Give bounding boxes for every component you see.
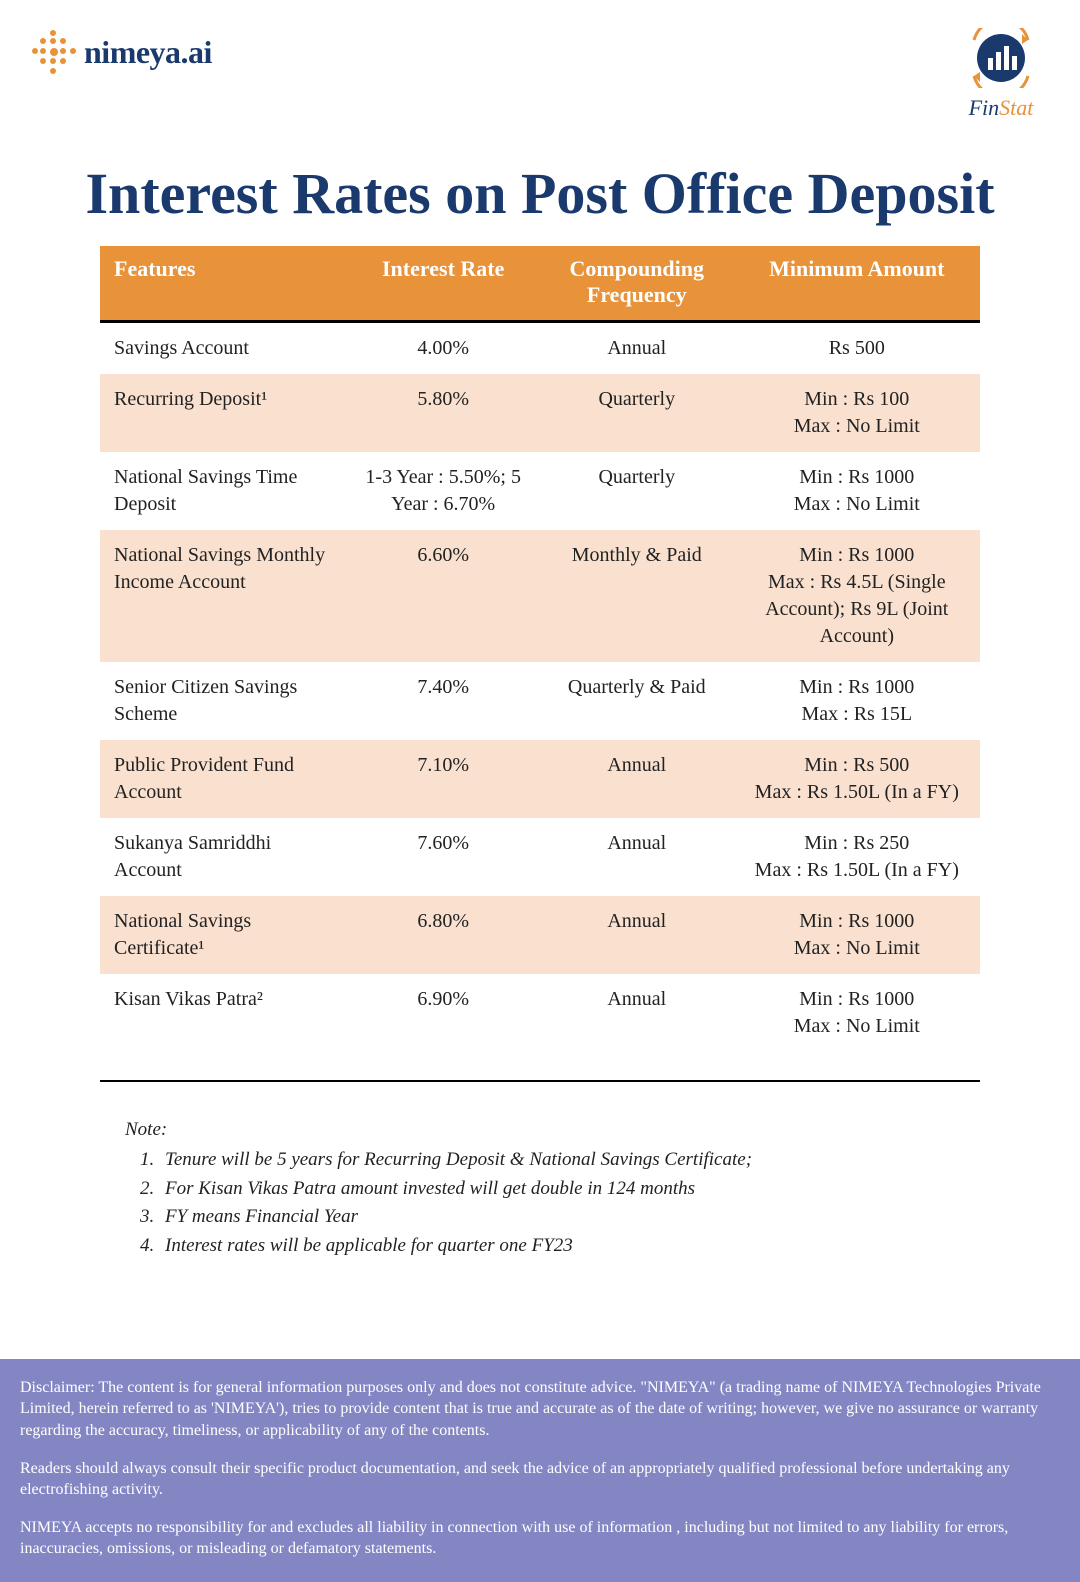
- disclaimer-p1: Disclaimer: The content is for general i…: [20, 1377, 1060, 1442]
- cell-amount: Min : Rs 100 Max : No Limit: [734, 374, 980, 452]
- cell-amount: Min : Rs 1000 Max : Rs 4.5L (Single Acco…: [734, 530, 980, 662]
- cell-feature: Kisan Vikas Patra²: [100, 974, 346, 1052]
- table-row: National Savings Certificate¹6.80%Annual…: [100, 896, 980, 974]
- cell-amount: Min : Rs 1000 Max : Rs 15L: [734, 662, 980, 740]
- note-item: Interest rates will be applicable for qu…: [159, 1232, 955, 1261]
- cell-rate: 4.00%: [346, 321, 540, 374]
- cell-feature: Public Provident Fund Account: [100, 740, 346, 818]
- brand-name: nimeya: [84, 34, 181, 70]
- cell-feature: Sukanya Samriddhi Account: [100, 818, 346, 896]
- rates-table: Features Interest Rate Compounding Frequ…: [100, 246, 980, 1052]
- cell-rate: 1-3 Year : 5.50%; 5 Year : 6.70%: [346, 452, 540, 530]
- cell-amount: Min : Rs 1000 Max : No Limit: [734, 452, 980, 530]
- cell-rate: 7.10%: [346, 740, 540, 818]
- rates-table-wrap: Features Interest Rate Compounding Frequ…: [100, 246, 980, 1052]
- col-rate: Interest Rate: [346, 246, 540, 322]
- brand-suffix: .ai: [181, 34, 212, 70]
- cell-amount: Min : Rs 1000 Max : No Limit: [734, 974, 980, 1052]
- finstat-icon: [962, 28, 1040, 88]
- notes-heading: Note:: [125, 1116, 955, 1145]
- table-row: Savings Account4.00%AnnualRs 500: [100, 321, 980, 374]
- disclaimer-p2: Readers should always consult their spec…: [20, 1458, 1060, 1501]
- dots-icon: [30, 28, 78, 76]
- disclaimer-p3: NIMEYA accepts no responsibility for and…: [20, 1517, 1060, 1560]
- cell-rate: 7.40%: [346, 662, 540, 740]
- cell-feature: National Savings Certificate¹: [100, 896, 346, 974]
- page-title: Interest Rates on Post Office Deposit: [40, 161, 1040, 228]
- table-header-row: Features Interest Rate Compounding Frequ…: [100, 246, 980, 322]
- cell-amount: Min : Rs 250 Max : Rs 1.50L (In a FY): [734, 818, 980, 896]
- cell-rate: 6.60%: [346, 530, 540, 662]
- finstat-fin: Fin: [969, 95, 1000, 120]
- cell-rate: 6.80%: [346, 896, 540, 974]
- table-row: Senior Citizen Savings Scheme7.40%Quarte…: [100, 662, 980, 740]
- disclaimer: Disclaimer: The content is for general i…: [0, 1359, 1080, 1582]
- note-item: FY means Financial Year: [159, 1203, 955, 1232]
- cell-freq: Annual: [540, 818, 734, 896]
- cell-rate: 7.60%: [346, 818, 540, 896]
- table-row: National Savings Time Deposit1-3 Year : …: [100, 452, 980, 530]
- cell-amount: Min : Rs 500 Max : Rs 1.50L (In a FY): [734, 740, 980, 818]
- logo-text: nimeya.ai: [84, 34, 212, 71]
- table-row: Kisan Vikas Patra²6.90%AnnualMin : Rs 10…: [100, 974, 980, 1052]
- table-row: Recurring Deposit¹5.80%QuarterlyMin : Rs…: [100, 374, 980, 452]
- table-row: Public Provident Fund Account7.10%Annual…: [100, 740, 980, 818]
- cell-rate: 6.90%: [346, 974, 540, 1052]
- cell-freq: Monthly & Paid: [540, 530, 734, 662]
- cell-freq: Quarterly & Paid: [540, 662, 734, 740]
- header: nimeya.ai FinStat: [0, 0, 1080, 131]
- table-row: National Savings Monthly Income Account6…: [100, 530, 980, 662]
- finstat-stat: Stat: [999, 95, 1033, 120]
- cell-rate: 5.80%: [346, 374, 540, 452]
- cell-feature: National Savings Time Deposit: [100, 452, 346, 530]
- cell-feature: Senior Citizen Savings Scheme: [100, 662, 346, 740]
- cell-feature: Recurring Deposit¹: [100, 374, 346, 452]
- cell-feature: Savings Account: [100, 321, 346, 374]
- table-bottom-rule: [100, 1080, 980, 1082]
- col-frequency: Compounding Frequency: [540, 246, 734, 322]
- note-item: Tenure will be 5 years for Recurring Dep…: [159, 1146, 955, 1175]
- notes-section: Note: Tenure will be 5 years for Recurri…: [125, 1116, 955, 1261]
- finstat-text: FinStat: [962, 95, 1040, 121]
- cell-freq: Annual: [540, 896, 734, 974]
- cell-freq: Quarterly: [540, 374, 734, 452]
- col-features: Features: [100, 246, 346, 322]
- table-body: Savings Account4.00%AnnualRs 500Recurrin…: [100, 321, 980, 1052]
- note-item: For Kisan Vikas Patra amount invested wi…: [159, 1175, 955, 1204]
- col-amount: Minimum Amount: [734, 246, 980, 322]
- cell-amount: Rs 500: [734, 321, 980, 374]
- cell-freq: Annual: [540, 321, 734, 374]
- cell-freq: Quarterly: [540, 452, 734, 530]
- notes-list: Tenure will be 5 years for Recurring Dep…: [159, 1146, 955, 1260]
- logo-nimeya: nimeya.ai: [30, 28, 212, 76]
- cell-amount: Min : Rs 1000 Max : No Limit: [734, 896, 980, 974]
- cell-freq: Annual: [540, 974, 734, 1052]
- cell-freq: Annual: [540, 740, 734, 818]
- cell-feature: National Savings Monthly Income Account: [100, 530, 346, 662]
- logo-finstat: FinStat: [962, 28, 1040, 121]
- table-row: Sukanya Samriddhi Account7.60%AnnualMin …: [100, 818, 980, 896]
